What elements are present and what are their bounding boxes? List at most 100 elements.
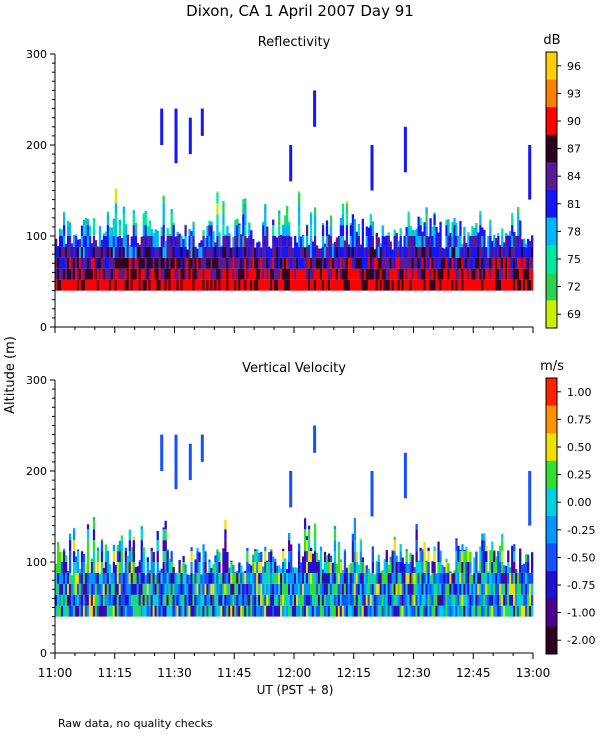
heatmap-cell xyxy=(387,564,390,573)
heatmap-cell xyxy=(178,257,181,269)
heatmap-cell xyxy=(307,279,311,291)
heatmap-cell xyxy=(258,268,261,280)
heatmap-cell xyxy=(214,583,217,595)
heatmap-cell xyxy=(284,279,287,291)
heatmap-cell xyxy=(104,594,108,606)
heatmap-cell xyxy=(303,562,307,573)
heatmap-cell xyxy=(286,583,289,595)
heatmap-cell xyxy=(186,268,189,280)
heatmap-cell xyxy=(435,246,438,258)
heatmap-cell xyxy=(160,605,163,617)
heatmap-cell xyxy=(477,594,480,606)
heatmap-cell xyxy=(513,257,516,269)
heatmap-cell xyxy=(333,529,337,541)
heatmap-cell xyxy=(86,236,90,247)
heatmap-cell xyxy=(184,257,187,269)
heatmap-cell xyxy=(531,572,534,584)
heatmap-cell xyxy=(367,227,370,236)
heatmap-cell xyxy=(224,572,227,584)
heatmap-cell xyxy=(513,279,516,291)
heatmap-cell xyxy=(339,246,343,258)
heatmap-cell xyxy=(162,257,165,269)
heatmap-cell xyxy=(134,257,137,269)
heatmap-cell xyxy=(329,225,333,236)
colorbar-segment xyxy=(546,516,557,544)
heatmap-cell xyxy=(138,257,141,269)
heatmap-cell xyxy=(144,257,147,269)
heatmap-cell xyxy=(455,222,458,226)
heatmap-cell xyxy=(505,268,508,280)
heatmap-cell xyxy=(467,232,470,236)
heatmap-spike xyxy=(200,108,204,136)
heatmap-cell xyxy=(375,572,378,584)
heatmap-cell xyxy=(170,572,173,584)
heatmap-cell xyxy=(100,605,104,617)
heatmap-cell xyxy=(268,268,271,280)
heatmap-cell xyxy=(262,221,265,226)
heatmap-cell xyxy=(148,246,151,258)
heatmap-cell xyxy=(226,257,229,269)
heatmap-cell xyxy=(365,226,368,236)
heatmap-cell xyxy=(443,594,446,606)
heatmap-cell xyxy=(192,605,195,617)
heatmap-cell xyxy=(160,236,163,247)
heatmap-cell xyxy=(345,605,349,617)
heatmap-cell xyxy=(202,583,205,595)
heatmap-cell xyxy=(395,268,398,280)
heatmap-cell xyxy=(264,268,267,280)
heatmap-cell xyxy=(258,583,261,595)
heatmap-cell xyxy=(178,583,181,595)
heatmap-cell xyxy=(120,562,124,573)
heatmap-cell xyxy=(361,279,365,291)
heatmap-cell xyxy=(210,572,213,584)
heatmap-cell xyxy=(463,583,466,595)
heatmap-cell xyxy=(194,246,197,258)
heatmap-cell xyxy=(224,234,227,236)
heatmap-cell xyxy=(230,572,233,584)
heatmap-cell xyxy=(252,605,255,617)
heatmap-cell xyxy=(192,246,195,258)
heatmap-cell xyxy=(142,594,145,606)
heatmap-cell xyxy=(86,540,90,552)
heatmap-cell xyxy=(100,540,104,552)
heatmap-cell xyxy=(140,583,143,595)
heatmap-cell xyxy=(497,551,500,562)
heatmap-cell xyxy=(393,229,396,236)
heatmap-cell xyxy=(144,575,147,584)
heatmap-cell xyxy=(55,563,58,573)
heatmap-cell xyxy=(495,279,498,291)
heatmap-cell xyxy=(433,562,436,573)
heatmap-cell xyxy=(260,268,263,280)
heatmap-cell xyxy=(507,583,510,595)
colorbar-segment xyxy=(546,107,557,136)
heatmap-cell xyxy=(411,246,414,258)
heatmap-cell xyxy=(509,236,512,247)
heatmap-cell xyxy=(62,605,66,617)
heatmap-cell xyxy=(134,583,137,595)
heatmap-cell xyxy=(256,551,259,562)
heatmap-cell xyxy=(523,238,526,247)
heatmap-cell xyxy=(395,236,398,247)
heatmap-cell xyxy=(407,236,410,247)
heatmap-cell xyxy=(114,214,118,226)
y-tick-label: 0 xyxy=(40,321,47,334)
heatmap-cell xyxy=(210,605,213,617)
heatmap-cell xyxy=(72,235,76,236)
heatmap-cell xyxy=(357,594,361,606)
heatmap-cell xyxy=(361,268,365,280)
heatmap-cell xyxy=(128,279,131,291)
heatmap-cell xyxy=(55,279,58,291)
heatmap-cell xyxy=(252,572,255,584)
heatmap-cell xyxy=(409,268,412,280)
heatmap-cell xyxy=(276,594,279,606)
heatmap-cell xyxy=(274,605,277,617)
heatmap-cell xyxy=(234,236,237,247)
heatmap-cell xyxy=(234,225,237,236)
panels: Reflectivity0100200300dB9693908784817875… xyxy=(26,33,595,680)
heatmap-cell xyxy=(469,562,472,573)
heatmap-cell xyxy=(477,246,480,258)
heatmap-cell xyxy=(309,214,313,226)
heatmap-cell xyxy=(126,555,129,562)
heatmap-cell xyxy=(435,279,438,291)
heatmap-cell xyxy=(100,257,104,269)
